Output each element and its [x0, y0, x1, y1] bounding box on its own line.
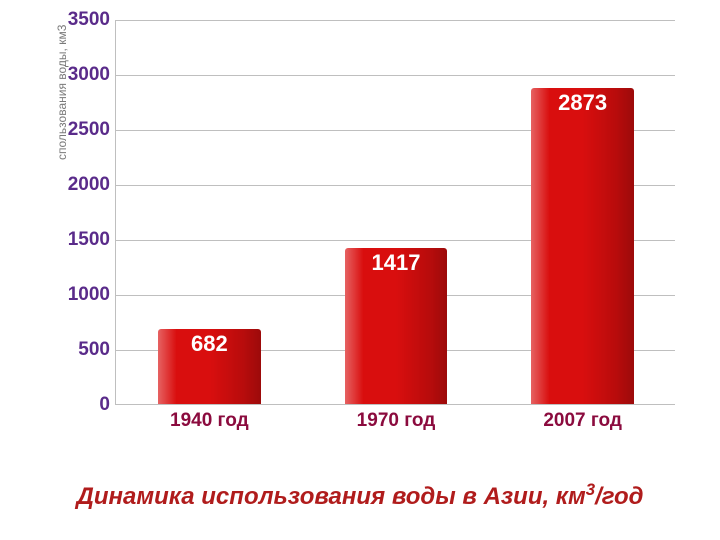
x-tick-label: 2007 год [543, 410, 622, 432]
bar-value-label: 2873 [531, 90, 634, 116]
y-tick-label: 1500 [50, 229, 110, 251]
y-tick-label: 3500 [50, 9, 110, 31]
water-usage-chart: спользования воды, км3 05001000150020002… [45, 20, 675, 440]
x-tick-label: 1940 год [170, 410, 249, 432]
y-tick-label: 1000 [50, 284, 110, 306]
bar: 1417 [345, 248, 448, 404]
bar-value-label: 1417 [345, 250, 448, 276]
y-tick-label: 0 [50, 394, 110, 416]
bar: 2873 [531, 88, 634, 404]
bar-value-label: 682 [158, 331, 261, 357]
y-tick-label: 2000 [50, 174, 110, 196]
gridline [116, 20, 675, 21]
plot-area: 05001000150020002500300035006821940 год1… [115, 20, 675, 405]
y-tick-label: 500 [50, 339, 110, 361]
y-tick-label: 3000 [50, 64, 110, 86]
bar: 682 [158, 329, 261, 404]
chart-caption: Динамика использования воды в Азии, км3/… [0, 480, 720, 512]
x-tick-label: 1970 год [357, 410, 436, 432]
y-tick-label: 2500 [50, 119, 110, 141]
gridline [116, 75, 675, 76]
